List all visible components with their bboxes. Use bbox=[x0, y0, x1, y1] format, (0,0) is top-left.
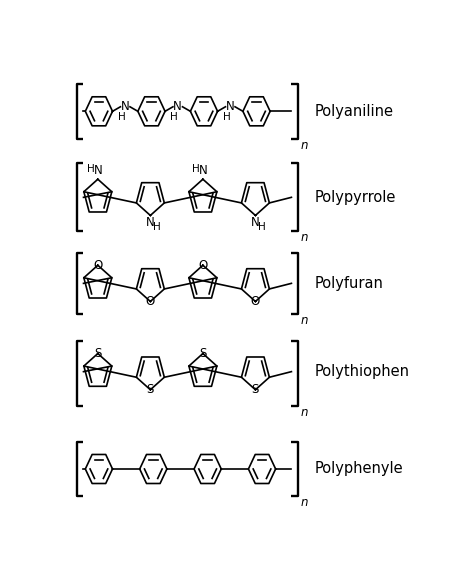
Text: n: n bbox=[301, 406, 308, 419]
Text: O: O bbox=[198, 259, 208, 272]
Text: N: N bbox=[121, 101, 129, 113]
Text: S: S bbox=[199, 347, 207, 360]
Text: Polythiophen: Polythiophen bbox=[315, 364, 410, 379]
Text: N: N bbox=[226, 101, 235, 113]
Text: H: H bbox=[192, 164, 200, 174]
Text: O: O bbox=[146, 295, 155, 308]
Text: N: N bbox=[251, 216, 260, 229]
Text: S: S bbox=[252, 383, 259, 396]
Text: N: N bbox=[173, 101, 182, 113]
Text: Polyaniline: Polyaniline bbox=[315, 104, 393, 119]
Text: n: n bbox=[301, 231, 308, 244]
Text: H: H bbox=[118, 112, 126, 122]
Text: H: H bbox=[258, 222, 266, 232]
Text: n: n bbox=[301, 314, 308, 327]
Text: Polyfuran: Polyfuran bbox=[315, 276, 383, 291]
Text: n: n bbox=[301, 139, 308, 152]
Text: H: H bbox=[153, 222, 161, 232]
Text: S: S bbox=[146, 383, 154, 396]
Text: Polypyrrole: Polypyrrole bbox=[315, 190, 396, 205]
Text: S: S bbox=[94, 347, 101, 360]
Text: N: N bbox=[93, 164, 102, 177]
Text: N: N bbox=[146, 216, 155, 229]
Text: H: H bbox=[87, 164, 95, 174]
Text: Polyphenyle: Polyphenyle bbox=[315, 462, 403, 476]
Text: O: O bbox=[93, 259, 102, 272]
Text: N: N bbox=[199, 164, 207, 177]
Text: H: H bbox=[170, 112, 178, 122]
Text: n: n bbox=[301, 496, 308, 509]
Text: H: H bbox=[223, 112, 230, 122]
Text: O: O bbox=[251, 295, 260, 308]
